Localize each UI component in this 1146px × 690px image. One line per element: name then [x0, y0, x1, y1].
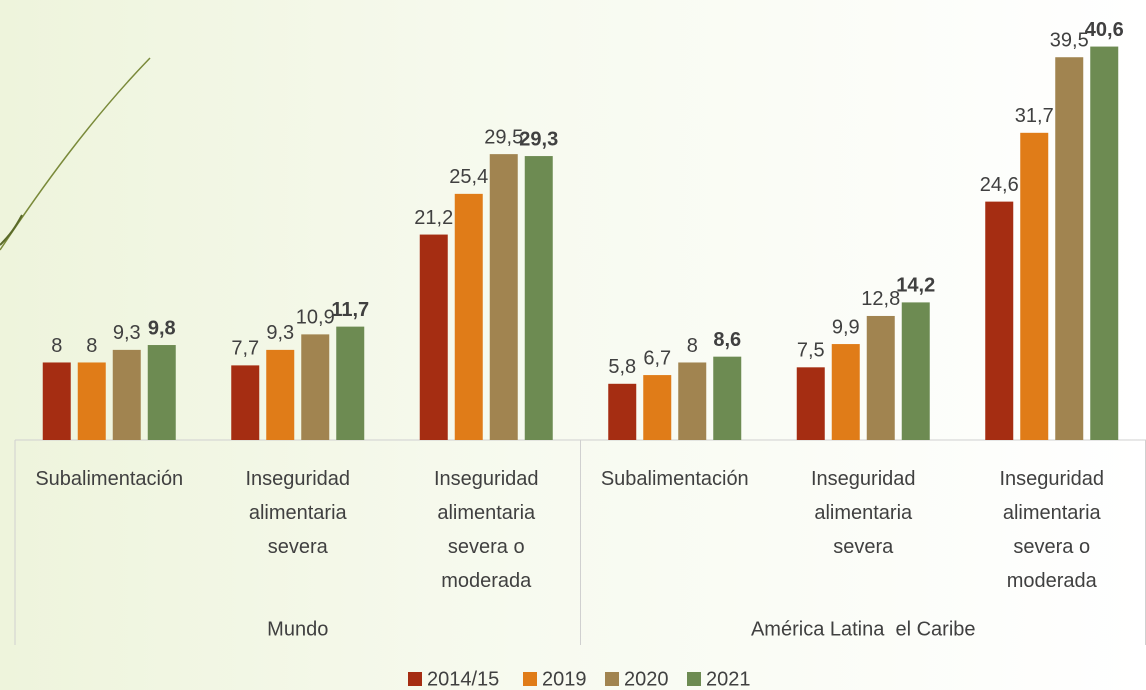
value-label: 7,7 [231, 338, 259, 360]
bar [489, 154, 518, 440]
bar [266, 349, 295, 440]
x-tick-label: Subalimentación [581, 462, 770, 496]
bar [1020, 132, 1049, 441]
bar [866, 315, 895, 440]
legend-label: 2021 [706, 668, 751, 690]
group-label: América Latina el Caribe [751, 618, 976, 640]
bar [985, 201, 1014, 440]
x-tick-text: Inseguridad alimentaria severa [810, 468, 916, 558]
x-tick-text: Subalimentación [600, 468, 749, 490]
bar [901, 302, 930, 440]
bar [831, 344, 860, 440]
decor-curve [0, 57, 151, 251]
bar [112, 349, 141, 440]
bar [608, 383, 637, 440]
value-label: 9,3 [113, 322, 141, 344]
value-label: 12,8 [861, 288, 900, 310]
value-label: 8,6 [713, 329, 741, 351]
value-label: 21,2 [414, 207, 453, 229]
legend-swatch [687, 672, 701, 686]
legend-swatch [408, 672, 422, 686]
bar [336, 326, 365, 440]
bar [713, 356, 742, 440]
bar [419, 234, 448, 440]
bar [147, 345, 176, 440]
value-label: 9,8 [148, 317, 176, 339]
value-label: 7,5 [797, 340, 825, 362]
bar [454, 193, 483, 440]
bar [1090, 46, 1119, 441]
x-tick-text: Subalimentación [35, 468, 184, 490]
legend-swatch [605, 672, 619, 686]
x-tick-label: Inseguridad alimentaria severa [769, 462, 958, 564]
x-tick-text: Inseguridad alimentaria severa o moderad… [999, 468, 1105, 592]
legend-label: 2019 [542, 668, 587, 690]
value-label: 24,6 [980, 174, 1019, 196]
bar [77, 362, 106, 440]
value-label: 9,9 [832, 316, 860, 338]
legend-label: 2014/15 [427, 668, 499, 690]
value-label: 40,6 [1085, 19, 1124, 41]
x-tick-label: Inseguridad alimentaria severa o moderad… [958, 462, 1146, 598]
value-label: 10,9 [296, 307, 335, 329]
x-tick-label: Inseguridad alimentaria severa [204, 462, 393, 564]
value-label: 29,3 [519, 128, 558, 150]
value-label: 8 [86, 335, 97, 357]
value-label: 29,5 [484, 126, 523, 148]
bar [796, 367, 825, 440]
value-label: 39,5 [1050, 30, 1089, 52]
value-label: 31,7 [1015, 105, 1054, 127]
value-label: 25,4 [449, 166, 488, 188]
value-label: 6,7 [643, 347, 671, 369]
legend-label: 2020 [624, 668, 669, 690]
x-tick-text: Inseguridad alimentaria severa o moderad… [433, 468, 539, 592]
bar [301, 334, 330, 440]
group-label: Mundo [267, 618, 328, 640]
x-tick-label: Subalimentación [15, 462, 204, 496]
bar [42, 362, 71, 440]
bar [1055, 57, 1084, 440]
value-label: 14,2 [896, 275, 935, 297]
bar [231, 365, 260, 440]
value-label: 8 [687, 335, 698, 357]
x-tick-text: Inseguridad alimentaria severa [245, 468, 351, 558]
decor-curve [0, 214, 23, 246]
value-label: 8 [51, 335, 62, 357]
bar [524, 156, 553, 441]
value-label: 9,3 [266, 322, 294, 344]
value-label: 11,7 [331, 299, 369, 321]
bar [643, 375, 672, 440]
x-tick-label: Inseguridad alimentaria severa o moderad… [392, 462, 581, 598]
legend-swatch [523, 672, 537, 686]
value-label: 5,8 [608, 356, 636, 378]
bar [678, 362, 707, 440]
